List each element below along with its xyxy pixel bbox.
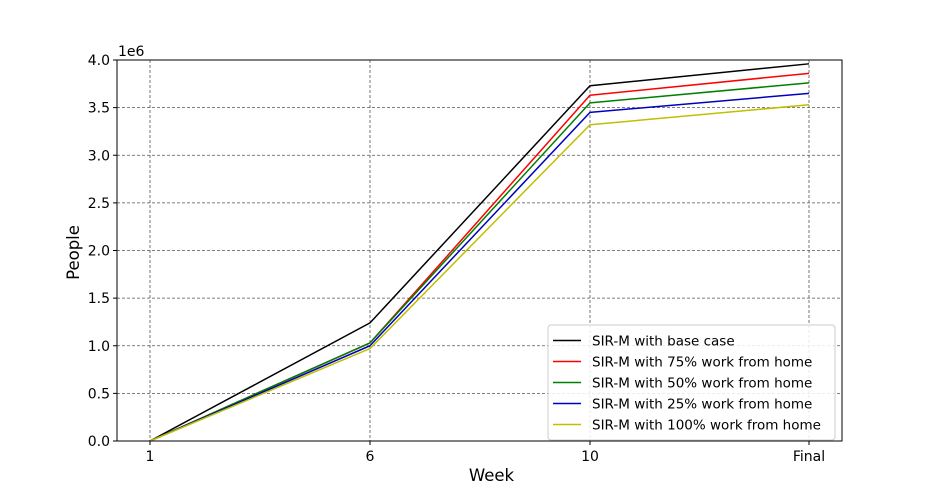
legend-box [547,324,836,441]
legend: SIR-M with base case SIR-M with 75% work … [547,324,836,441]
series-line [149,92,810,442]
series-line [149,63,810,442]
series-line [149,82,810,442]
y-tick-label: 3.5 [88,101,110,117]
legend-entry-label: SIR-M with 100% work from home [592,418,821,434]
y-tick-label: 3.0 [88,148,110,164]
y-axis-label: People [64,225,83,280]
y-tick-label: 0.0 [88,434,110,450]
y-tick-label: 4.0 [88,53,110,69]
y-tick-label: 1.5 [88,291,110,307]
legend-entry-label: SIR-M with 25% work from home [592,397,812,413]
legend-entry-label: SIR-M with 75% work from home [592,355,812,371]
x-tick-label: 6 [366,449,375,465]
y-tick-label: 0.5 [88,386,110,402]
legend-entry-label: SIR-M with 50% work from home [592,376,812,392]
series-lines [149,63,810,442]
y-tick-label: 2.5 [88,196,110,212]
y-axis-scale-label: 1e6 [118,44,145,60]
axis-ticks: 1 6 10 Final 0.0 0.5 1.0 1.5 2.0 2.5 3.0 3.5 4.0 [88,53,825,465]
x-tick-label: Final [793,449,825,465]
x-tick-label: 10 [581,449,599,465]
x-tick-label: 1 [146,449,155,465]
x-axis-label: Week [469,466,515,485]
legend-entry-label: SIR-M with base case [592,334,735,350]
series-line [149,104,810,442]
y-tick-label: 2.0 [88,244,110,260]
y-tick-label: 1.0 [88,339,110,355]
